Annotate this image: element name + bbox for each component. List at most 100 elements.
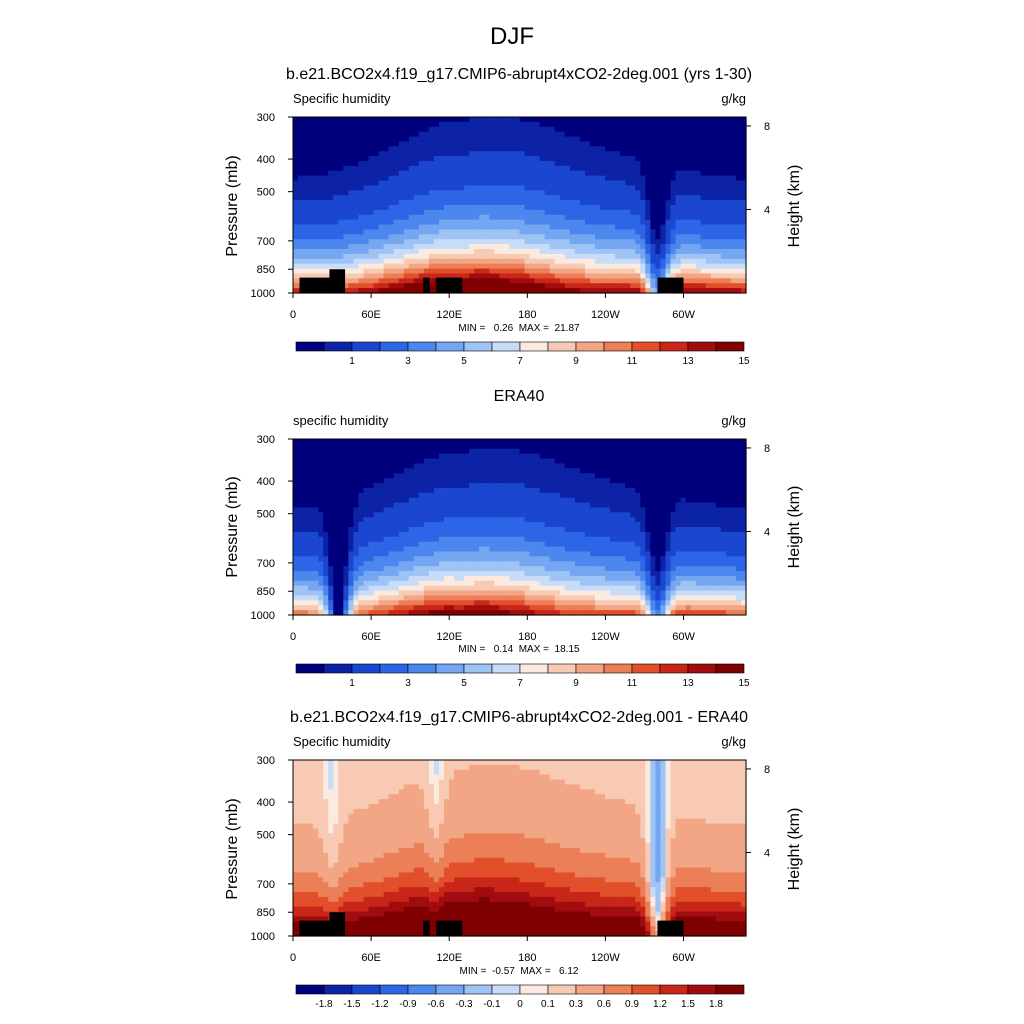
contour-cell: [725, 473, 732, 479]
contour-cell: [333, 483, 339, 489]
contour-cell: [690, 478, 697, 484]
contour-cell: [620, 175, 626, 182]
contour-cell: [348, 131, 354, 138]
contour-cell: [625, 507, 631, 513]
contour-cell: [383, 126, 390, 133]
contour-cell: [298, 209, 304, 216]
contour-cell: [504, 497, 511, 504]
contour-cell: [363, 478, 370, 484]
contour-cell: [338, 448, 344, 455]
contour-cell: [459, 185, 465, 191]
contour-cell: [438, 273, 445, 279]
contour-cell: [735, 151, 742, 157]
contour-cell: [303, 492, 309, 499]
contour-cell: [328, 219, 334, 226]
contour-cell: [293, 483, 299, 489]
contour-cell: [549, 522, 556, 528]
contour-cell: [640, 229, 646, 235]
contour-cell: [484, 497, 490, 504]
contour-cell: [695, 443, 702, 450]
contour-cell: [534, 478, 541, 484]
contour-cell: [564, 131, 571, 138]
contour-cell: [715, 502, 722, 509]
contour-cell: [303, 131, 309, 138]
contour-cell: [474, 473, 480, 479]
contour-cell: [625, 165, 631, 172]
contour-cell: [328, 468, 334, 474]
contour-cell: [605, 253, 611, 260]
contour-cell: [469, 458, 475, 465]
colorbar-box: [659, 341, 689, 352]
contour-cell: [725, 244, 732, 250]
contour-cell: [564, 448, 571, 455]
contour-cell: [554, 175, 561, 182]
contour-cell: [403, 214, 410, 221]
contour-cell: [539, 229, 546, 235]
contour-cell: [454, 522, 460, 528]
contour-cell: [398, 278, 405, 284]
contour-cell: [363, 234, 370, 240]
contour-cell: [489, 448, 495, 455]
contour-cell: [418, 492, 425, 499]
contour-cell: [579, 458, 586, 465]
contour-cell: [449, 170, 455, 177]
contour-cell: [620, 253, 626, 260]
contour-cell: [640, 151, 646, 157]
contour-cell: [308, 244, 314, 250]
contour-cell: [494, 522, 500, 528]
contour-cell: [584, 483, 591, 489]
contour-cell: [645, 483, 651, 489]
contour-cell: [474, 253, 480, 260]
contour-cell: [509, 443, 516, 450]
contour-cell: [293, 492, 299, 499]
contour-cell: [449, 146, 455, 152]
contour-cell: [600, 263, 606, 270]
contour-cell: [338, 263, 344, 270]
contour-cell: [720, 249, 727, 255]
contour-cell: [695, 483, 702, 489]
contour-cell: [595, 234, 601, 240]
contour-cell: [388, 151, 395, 157]
contour-cell: [333, 249, 339, 255]
contour-cell: [595, 483, 601, 489]
contour-cell: [353, 209, 360, 216]
contour-cell: [509, 185, 516, 191]
contour-cell: [569, 200, 576, 206]
contour-cell: [333, 219, 339, 226]
contour-cell: [403, 463, 410, 469]
contour-cell: [600, 478, 606, 484]
contour-cell: [459, 517, 465, 523]
contour-cell: [534, 258, 541, 265]
contour-cell: [353, 195, 360, 201]
contour-cell: [333, 522, 339, 528]
contour-cell: [509, 190, 516, 196]
contour-cell: [735, 512, 742, 518]
contour-cell: [630, 443, 636, 450]
contour-cell: [539, 175, 546, 182]
contour-cell: [504, 522, 511, 528]
contour-cell: [539, 165, 546, 172]
contour-cell: [695, 263, 702, 270]
contour-cell: [534, 507, 541, 513]
colorbar-box: [491, 341, 521, 352]
contour-cell: [519, 209, 526, 216]
contour-cell: [735, 473, 742, 479]
contour-cell: [710, 190, 717, 196]
contour-cell: [484, 288, 490, 294]
contour-cell: [730, 131, 737, 138]
contour-cell: [298, 151, 304, 157]
contour-cell: [524, 502, 531, 509]
contour-cell: [569, 214, 576, 221]
contour-cell: [665, 205, 672, 211]
contour-cell: [675, 126, 682, 133]
contour-cell: [484, 175, 490, 182]
contour-cell: [484, 126, 490, 133]
contour-cell: [740, 507, 747, 513]
contour-cell: [318, 195, 324, 201]
contour-cell: [464, 234, 470, 240]
contour-cell: [630, 283, 636, 289]
contour-cell: [715, 487, 722, 494]
contour-cell: [620, 209, 626, 216]
contour-cell: [343, 502, 349, 509]
contour-cell: [338, 234, 344, 240]
